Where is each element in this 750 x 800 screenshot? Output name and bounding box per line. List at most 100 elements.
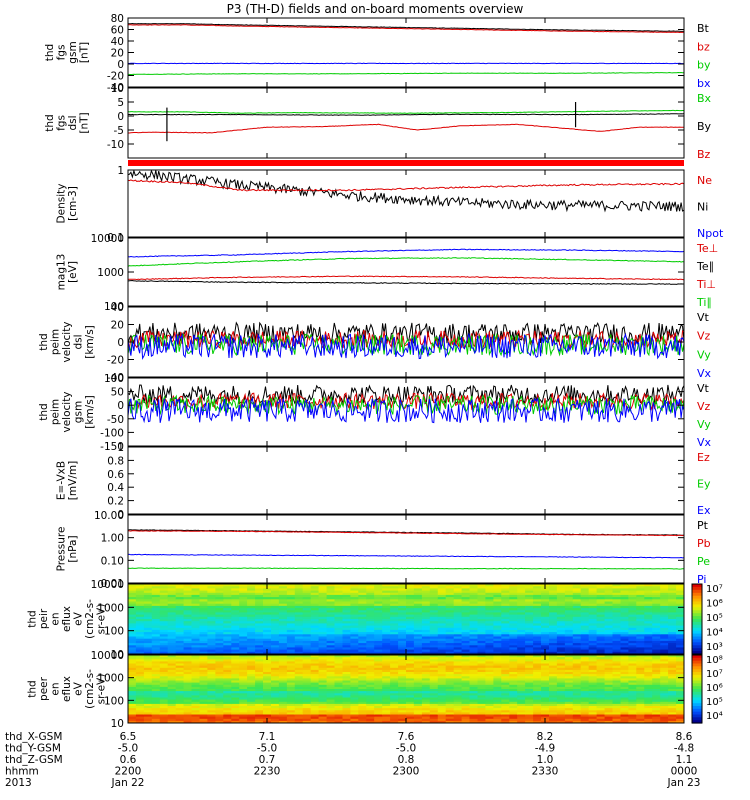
spectrogram-cell [549, 655, 558, 658]
spectrogram-cell [167, 678, 177, 682]
spectrogram-cell [501, 610, 510, 614]
spectrogram-cell [668, 657, 677, 660]
spectrogram-cell [406, 661, 415, 665]
panel-pressure-content [128, 529, 684, 570]
spectrogram-cell [151, 680, 161, 684]
spectrogram-cell [572, 674, 582, 677]
colorbar-cell [692, 616, 702, 620]
y-tick-label: 1.00 [101, 533, 124, 545]
spectrogram-cell [406, 716, 415, 720]
spectrogram-cell [509, 661, 518, 665]
spectrogram-cell [286, 612, 296, 616]
spectrogram-cell [143, 605, 153, 609]
spectrogram-cell [461, 701, 471, 705]
spectrogram-cell [342, 657, 351, 660]
spectrogram-cell [167, 623, 177, 627]
spectrogram-cell [406, 636, 415, 640]
spectrogram-cell [493, 614, 502, 618]
spectrogram-cell [580, 663, 590, 667]
spectrogram-cell [167, 597, 177, 600]
spectrogram-cell [652, 663, 661, 667]
spectrogram-cell [612, 625, 621, 629]
spectrogram-cell [406, 718, 415, 722]
spectrogram-cell [525, 674, 534, 677]
spectrogram-cell [517, 710, 526, 713]
spectrogram-cell [517, 603, 526, 607]
spectrogram-cell [342, 599, 351, 603]
spectrogram-cell [413, 669, 423, 673]
spectrogram-cell [406, 597, 415, 600]
spectrogram-cell [406, 608, 415, 611]
spectrogram-cell [271, 584, 280, 587]
spectrogram-cell [413, 659, 423, 662]
spectrogram-cell [437, 689, 447, 692]
spectrogram-cell [477, 689, 486, 692]
spectrogram-cell [469, 684, 478, 688]
spectrogram-cell [461, 592, 471, 596]
spectrogram-cell [620, 718, 629, 722]
spectrogram-cell [588, 632, 598, 635]
spectrogram-cell [302, 703, 312, 707]
spectrogram-cell [374, 627, 383, 631]
spectrogram-cell [596, 616, 606, 620]
spectrogram-cell [358, 625, 367, 629]
spectrogram-cell [271, 699, 280, 703]
spectrogram-cell [564, 608, 574, 611]
spectrogram-cell [358, 674, 367, 677]
spectrogram-cell [358, 605, 367, 609]
spectrogram-cell [572, 619, 582, 622]
spectrogram-cell [143, 672, 153, 675]
spectrogram-cell [350, 672, 359, 675]
spectrogram-cell [128, 674, 137, 677]
spectrogram-cell [580, 655, 590, 658]
spectrogram-cell [310, 669, 320, 673]
spectrogram-cell [255, 651, 264, 654]
spectrogram-cell [326, 720, 336, 723]
spectrogram-cell [128, 632, 137, 635]
spectrogram-cell [263, 680, 272, 684]
spectrogram-cell [223, 627, 232, 631]
spectrogram-cell [231, 638, 240, 642]
panel-temperature-content [128, 248, 684, 285]
spectrogram-cell [255, 647, 264, 651]
spectrogram-cell [493, 621, 502, 624]
spectrogram-cell [564, 701, 574, 705]
spectrogram-cell [620, 632, 629, 635]
spectrogram-cell [398, 608, 407, 611]
spectrogram-cell [652, 601, 661, 605]
spectrogram-cell [215, 621, 224, 624]
spectrogram-cell [413, 697, 423, 701]
spectrogram-cell [294, 627, 304, 631]
spectrogram-cell [517, 647, 526, 651]
spectrogram-cell [199, 693, 208, 696]
spectrogram-cell [485, 663, 494, 667]
spectrogram-cell [469, 686, 478, 690]
spectrogram-cell [191, 649, 200, 653]
spectrogram-cell [660, 678, 669, 682]
spectrogram-cell [350, 612, 359, 616]
spectrogram-cell [628, 616, 637, 620]
spectrogram-cell [366, 693, 375, 696]
spectrogram-cell [628, 619, 637, 622]
spectrogram-cell [167, 625, 177, 629]
spectrogram-cell [604, 601, 614, 605]
spectrogram-cell [413, 640, 423, 644]
spectrogram-cell [556, 629, 566, 633]
spectrogram-cell [286, 638, 296, 642]
spectrogram-cell [604, 657, 614, 660]
y-axis-label: eflux [61, 676, 73, 702]
spectrogram-cell [572, 645, 582, 649]
spectrogram-cell [493, 651, 502, 654]
spectrogram-cell [421, 599, 431, 603]
spectrogram-cell [453, 661, 463, 665]
colorbar-cell [692, 694, 702, 699]
spectrogram-cell [342, 629, 351, 633]
spectrogram-cell [580, 657, 590, 660]
spectrogram-cell [533, 703, 542, 707]
spectrogram-cell [247, 605, 256, 609]
spectrogram-cell [421, 718, 431, 722]
spectrogram-cell [620, 691, 629, 694]
spectrogram-cell [620, 689, 629, 692]
spectrogram-cell [461, 634, 471, 638]
spectrogram-cell [286, 716, 296, 720]
